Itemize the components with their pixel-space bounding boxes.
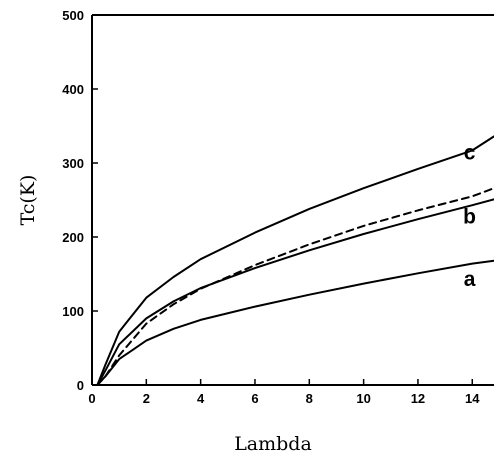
series-line-b	[96, 198, 494, 386]
axis-ticks: 0 2 4 6 8 10 12 14 0 100 200 300 400 500	[62, 8, 480, 406]
series-line-a	[96, 259, 494, 386]
x-tick-label: 14	[465, 391, 480, 406]
y-tick-label: 100	[62, 304, 84, 319]
series-label-a: a	[464, 268, 476, 291]
series-label-b: b	[463, 206, 476, 229]
x-tick-label: 6	[251, 391, 258, 406]
y-tick-label: 500	[62, 8, 84, 23]
series-annotations: c b a	[463, 141, 476, 291]
plot-frame	[91, 14, 494, 386]
y-tick-label: 0	[77, 378, 84, 393]
series-label-c: c	[464, 141, 476, 164]
y-axis-title: Tc(K)	[17, 175, 39, 226]
series-line-c	[96, 135, 494, 386]
x-tick-label: 0	[88, 391, 95, 406]
x-tick-label: 4	[197, 391, 205, 406]
series-lines	[96, 135, 494, 386]
series-line-dashed	[96, 187, 494, 386]
x-axis-title: Lambda	[234, 433, 312, 455]
x-tick-label: 8	[306, 391, 313, 406]
y-tick-label: 400	[62, 82, 84, 97]
x-tick-label: 2	[143, 391, 150, 406]
y-tick-label: 200	[62, 230, 84, 245]
y-tick-label: 300	[62, 156, 84, 171]
x-tick-label: 12	[411, 391, 425, 406]
x-tick-label: 10	[356, 391, 370, 406]
